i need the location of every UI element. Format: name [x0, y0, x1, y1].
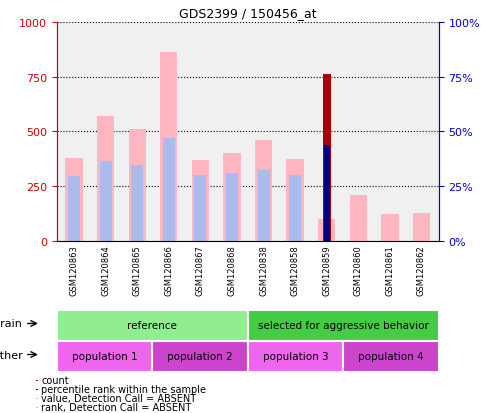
Bar: [350, 196, 367, 242]
Text: population 1: population 1: [71, 351, 137, 361]
Text: percentile rank within the sample: percentile rank within the sample: [41, 385, 207, 394]
Text: population 4: population 4: [358, 351, 424, 361]
Bar: [100, 162, 111, 242]
Bar: [36, 380, 37, 381]
Text: population 2: population 2: [167, 351, 233, 361]
Title: GDS2399 / 150456_at: GDS2399 / 150456_at: [179, 7, 317, 20]
Bar: [257, 171, 270, 242]
Text: other: other: [0, 350, 23, 360]
Bar: [318, 220, 335, 242]
Bar: [324, 145, 329, 242]
Bar: [36, 389, 37, 390]
Bar: [289, 176, 301, 242]
Text: strain: strain: [0, 319, 23, 329]
Bar: [160, 53, 177, 242]
Bar: [381, 214, 398, 242]
Bar: [36, 398, 37, 399]
Bar: [36, 406, 37, 408]
Bar: [68, 177, 80, 242]
Text: value, Detection Call = ABSENT: value, Detection Call = ABSENT: [41, 393, 197, 403]
Bar: [194, 176, 207, 242]
Bar: [223, 154, 241, 242]
Bar: [66, 159, 83, 242]
Text: population 3: population 3: [263, 351, 328, 361]
Text: rank, Detection Call = ABSENT: rank, Detection Call = ABSENT: [41, 402, 192, 412]
Bar: [97, 117, 114, 242]
Text: count: count: [41, 375, 69, 385]
Text: selected for aggressive behavior: selected for aggressive behavior: [258, 320, 429, 330]
Bar: [323, 75, 331, 242]
Bar: [286, 159, 304, 242]
Bar: [131, 166, 143, 242]
Bar: [413, 213, 430, 242]
Bar: [129, 130, 146, 242]
Bar: [226, 174, 238, 242]
Text: reference: reference: [127, 320, 177, 330]
Bar: [163, 139, 175, 242]
Bar: [192, 161, 209, 242]
Bar: [255, 141, 272, 242]
